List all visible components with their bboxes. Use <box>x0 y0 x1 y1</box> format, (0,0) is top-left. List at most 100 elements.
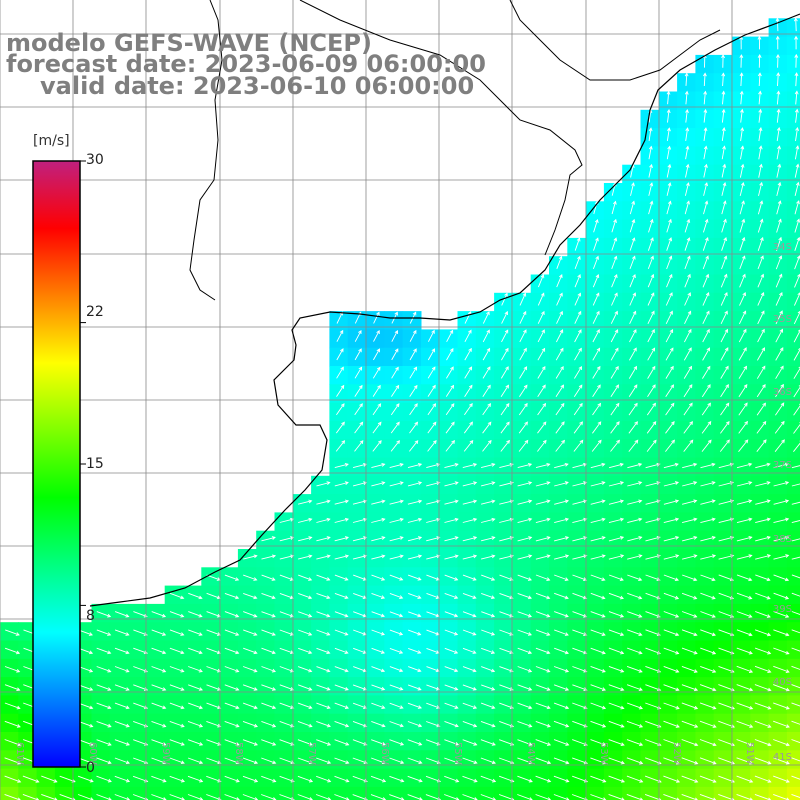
wind-arrowhead <box>748 481 753 485</box>
wind-arrow <box>608 518 624 524</box>
wind-arrow <box>535 518 550 524</box>
wind-arrow <box>663 574 679 581</box>
wind-arrow <box>316 555 331 560</box>
wind-arrowhead <box>17 797 21 800</box>
wind-arrow <box>371 629 385 636</box>
wind-arrowhead <box>583 614 588 618</box>
wind-arrow <box>499 611 513 617</box>
wind-arrow <box>663 684 679 691</box>
wind-arrow <box>334 518 349 523</box>
wind-cell <box>549 786 568 800</box>
wind-arrowhead <box>639 779 644 783</box>
wind-arrowhead <box>449 329 454 334</box>
wind-arrow <box>427 348 435 361</box>
wind-arrow <box>224 739 240 746</box>
wind-arrow <box>645 702 661 709</box>
wind-arrow <box>610 366 619 379</box>
wind-arrow <box>409 403 418 416</box>
wind-arrow <box>297 775 313 782</box>
wind-arrow <box>535 555 550 560</box>
wind-arrow <box>535 629 550 636</box>
wind-arrowhead <box>308 554 313 559</box>
wind-arrow <box>426 721 440 727</box>
wind-arrow <box>114 684 130 691</box>
wind-arrow <box>463 421 473 434</box>
wind-arrowhead <box>631 200 636 205</box>
wind-arrowhead <box>399 499 404 504</box>
wind-arrowhead <box>162 760 167 765</box>
wind-arrow <box>738 421 748 434</box>
wind-arrow <box>626 793 643 800</box>
wind-arrow <box>718 500 734 505</box>
title-valid-date: valid date: 2023-06-10 06:00:00 <box>40 72 475 100</box>
wind-arrow <box>499 482 514 487</box>
wind-arrowhead <box>454 595 459 599</box>
wind-arrow <box>206 702 221 709</box>
wind-arrowhead <box>675 705 680 710</box>
wind-arrow <box>352 500 367 505</box>
wind-arrow <box>572 702 587 709</box>
wind-arrowhead <box>749 779 754 783</box>
wind-arrowhead <box>694 705 699 710</box>
wind-arrowhead <box>650 273 655 278</box>
wind-arrowhead <box>785 554 790 558</box>
wind-arrowhead <box>564 462 569 467</box>
wind-arrow <box>721 237 727 251</box>
wind-arrowhead <box>687 273 691 278</box>
wind-arrow <box>371 647 385 654</box>
wind-arrowhead <box>290 742 295 746</box>
wind-arrowhead <box>596 365 601 370</box>
wind-arrowhead <box>527 577 532 581</box>
wind-arrowhead <box>613 273 618 279</box>
wind-arrowhead <box>89 778 94 783</box>
wind-arrowhead <box>767 706 772 710</box>
wind-arrow <box>389 629 403 636</box>
wind-cell <box>402 786 422 800</box>
wind-arrowhead <box>674 517 680 522</box>
wind-arrow <box>757 255 764 270</box>
wind-arrowhead <box>693 595 698 600</box>
wind-arrow <box>517 629 532 636</box>
wind-arrow <box>718 611 734 618</box>
wind-arrowhead <box>381 517 386 522</box>
wind-arrow <box>555 366 564 379</box>
wind-arrow <box>501 293 508 306</box>
wind-arrowhead <box>395 384 400 389</box>
wind-arrow <box>574 238 580 251</box>
wind-arrow <box>537 384 546 397</box>
wind-arrow <box>336 367 344 379</box>
wind-arrowhead <box>180 705 185 710</box>
wind-arrow <box>535 775 551 783</box>
wind-arrow <box>463 440 474 452</box>
wind-arrow <box>703 146 707 160</box>
wind-arrow <box>722 91 725 105</box>
wind-arrow <box>718 647 734 655</box>
wind-arrow <box>740 91 743 105</box>
wind-arrow <box>297 739 313 746</box>
wind-arrow <box>517 794 533 800</box>
wind-arrow <box>795 91 798 105</box>
wind-arrowhead <box>688 365 692 370</box>
wind-arrow <box>791 501 800 505</box>
wind-arrowhead <box>528 760 533 765</box>
wind-arrow <box>464 385 473 397</box>
wind-arrowhead <box>595 274 600 279</box>
wind-cell <box>292 786 312 800</box>
wind-cell <box>786 146 800 166</box>
wind-arrowhead <box>326 499 331 504</box>
wind-arrowhead <box>668 255 673 260</box>
wind-arrowhead <box>16 724 21 728</box>
wind-arrow <box>206 757 221 764</box>
wind-arrow <box>462 518 477 523</box>
wind-arrowhead <box>564 668 570 673</box>
wind-arrowhead <box>785 614 790 618</box>
wind-cell <box>567 786 587 800</box>
wind-arrowhead <box>162 687 167 691</box>
wind-arrow <box>335 422 345 434</box>
wind-arrowhead <box>704 163 708 168</box>
wind-arrow <box>316 757 331 764</box>
wind-arrow <box>736 720 753 728</box>
wind-arrow <box>316 666 330 672</box>
coastline <box>89 13 800 607</box>
wind-arrow <box>96 794 112 800</box>
